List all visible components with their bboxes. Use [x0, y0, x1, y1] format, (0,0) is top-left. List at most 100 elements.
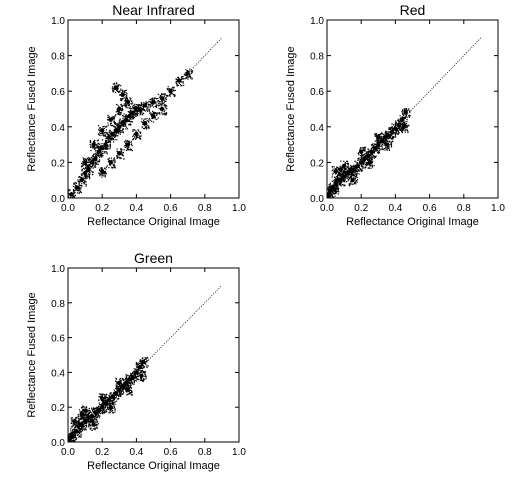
scatter-dot: [117, 85, 120, 87]
identity-line: [144, 285, 223, 364]
scatter-dot: [398, 120, 400, 122]
scatter-dot: [84, 415, 86, 417]
scatter-dot: [155, 106, 158, 109]
scatter-dot: [337, 184, 339, 186]
scatter-dot: [132, 113, 134, 115]
scatter-dot: [112, 125, 115, 127]
scatter-dot: [357, 163, 360, 165]
scatter-dot: [149, 112, 151, 114]
scatter-dot: [88, 176, 90, 178]
scatter-dot: [74, 435, 76, 437]
scatter-dot: [118, 151, 121, 154]
scatter-dot: [89, 143, 91, 146]
scatter-dot: [112, 86, 114, 88]
scatter-dot: [382, 140, 384, 142]
scatter-dot: [89, 417, 92, 419]
scatter-dot: [129, 378, 131, 381]
scatter-dot: [362, 167, 364, 169]
scatter-dot: [71, 420, 73, 422]
scatter-dot: [92, 408, 94, 410]
scatter-dot: [372, 151, 375, 153]
scatter-dot: [106, 406, 108, 408]
scatter-dot: [336, 181, 338, 183]
scatter-dot: [121, 108, 123, 110]
scatter-dot: [350, 164, 352, 167]
scatter-dot: [357, 157, 359, 160]
scatter-dot: [361, 163, 363, 165]
scatter-dot: [380, 136, 382, 138]
scatter-dot: [369, 164, 371, 167]
scatter-dot: [341, 179, 343, 181]
scatter-dot: [406, 118, 408, 121]
scatter-dot: [73, 428, 75, 430]
scatter-dot: [145, 106, 147, 108]
y-tick-label: 0.6: [310, 87, 324, 98]
scatter-dot: [140, 359, 142, 361]
scatter-dot: [403, 118, 405, 120]
scatter-dot: [113, 394, 115, 396]
scatter-dot: [391, 127, 393, 129]
scatter-dot: [82, 408, 84, 410]
scatter-dot: [139, 104, 141, 106]
scatter-dot: [340, 170, 342, 173]
scatter-dot: [133, 380, 135, 382]
scatter-dot: [81, 423, 83, 425]
scatter-dot: [86, 165, 88, 167]
scatter-dot: [126, 98, 128, 100]
scatter-dot: [74, 437, 76, 439]
scatter-dot: [113, 398, 115, 400]
scatter-dot: [101, 394, 103, 396]
scatter-dot: [167, 86, 169, 88]
scatter-dot: [345, 160, 348, 162]
scatter-dot: [380, 137, 382, 139]
scatter-dot: [135, 372, 137, 374]
scatter-dot: [89, 410, 91, 412]
scatter-dot: [88, 160, 90, 162]
scatter-dot: [85, 158, 87, 161]
scatter-dot: [115, 394, 117, 396]
scatter-dot: [387, 138, 389, 140]
scatter-dot: [121, 92, 123, 94]
scatter-dot: [113, 122, 116, 124]
scatter-dot: [85, 429, 87, 431]
scatter-dot: [124, 122, 126, 125]
scatter-dot: [364, 164, 367, 166]
scatter-dot: [74, 426, 76, 428]
scatter-dot: [361, 164, 363, 166]
scatter-dot: [101, 139, 104, 141]
scatter-dot: [120, 391, 122, 393]
scatter-dot: [380, 133, 383, 135]
scatter-dot: [340, 185, 342, 187]
scatter-dot: [161, 98, 163, 100]
scatter-dot: [66, 439, 67, 440]
scatter-dot: [97, 421, 99, 423]
x-tick-label: 0.2: [354, 203, 368, 214]
scatter-dot: [82, 422, 84, 424]
scatter-dot: [78, 428, 80, 430]
scatter-dot: [124, 383, 126, 386]
scatter-dot: [95, 154, 97, 157]
scatter-dot: [85, 160, 87, 163]
scatter-dot: [334, 193, 336, 195]
scatter-dot: [134, 374, 136, 376]
scatter-dot: [109, 124, 112, 126]
scatter-dot: [87, 414, 89, 416]
scatter-dot: [349, 174, 351, 176]
scatter-dot: [88, 409, 90, 411]
scatter-dot: [84, 422, 86, 425]
scatter-dot: [141, 108, 143, 110]
scatter-dot: [104, 146, 106, 148]
scatter-dot: [120, 382, 122, 385]
scatter-dot: [113, 88, 115, 90]
scatter-dot: [125, 97, 127, 99]
scatter-dot: [114, 161, 116, 163]
scatter-dot: [124, 90, 126, 92]
scatter-dot: [78, 185, 80, 188]
scatter-dot: [127, 374, 129, 377]
scatter-dot: [106, 125, 108, 127]
scatter-dot: [79, 179, 81, 181]
scatter-dot: [156, 113, 158, 115]
scatter-dot: [370, 163, 372, 165]
scatter-dot: [335, 182, 337, 185]
scatter-dot: [90, 160, 92, 162]
